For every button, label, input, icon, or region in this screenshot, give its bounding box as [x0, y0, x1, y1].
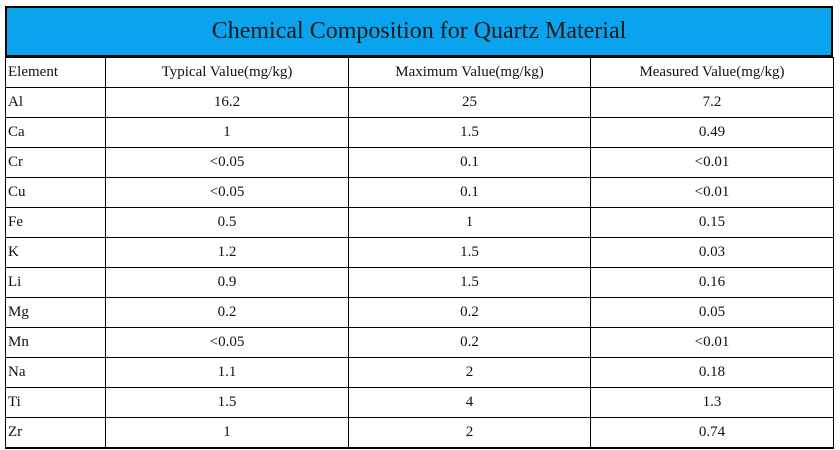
header-element: Element: [5, 57, 106, 88]
table-row: Fe 0.5 1 0.15: [5, 207, 834, 238]
cell-element: Mn: [5, 327, 106, 358]
table-row: Ti 1.5 4 1.3: [5, 387, 834, 418]
table-row: K 1.2 1.5 0.03: [5, 237, 834, 268]
cell-typical: 0.9: [105, 267, 349, 298]
cell-measured: <0.01: [590, 327, 834, 358]
table-row: Cr <0.05 0.1 <0.01: [5, 147, 834, 178]
cell-measured: 0.16: [590, 267, 834, 298]
cell-typical: 0.5: [105, 207, 349, 238]
composition-table: Element Typical Value(mg/kg) Maximum Val…: [5, 57, 834, 449]
table-row: Mn <0.05 0.2 <0.01: [5, 327, 834, 358]
cell-element: Cr: [5, 147, 106, 178]
cell-typical: 1: [105, 117, 349, 148]
cell-typical: 1.5: [105, 387, 349, 418]
cell-measured: 0.74: [590, 417, 834, 449]
cell-typical: 1.1: [105, 357, 349, 388]
cell-maximum: 0.1: [348, 177, 591, 208]
cell-measured: <0.01: [590, 147, 834, 178]
cell-element: Zr: [5, 417, 106, 449]
cell-maximum: 2: [348, 417, 591, 449]
cell-maximum: 1.5: [348, 237, 591, 268]
cell-element: Al: [5, 87, 106, 118]
cell-measured: 0.15: [590, 207, 834, 238]
cell-typical: <0.05: [105, 147, 349, 178]
cell-element: Mg: [5, 297, 106, 328]
cell-maximum: 1.5: [348, 117, 591, 148]
cell-measured: 0.05: [590, 297, 834, 328]
cell-maximum: 1: [348, 207, 591, 238]
cell-element: Ti: [5, 387, 106, 418]
cell-measured: 7.2: [590, 87, 834, 118]
table-row: Na 1.1 2 0.18: [5, 357, 834, 388]
cell-element: Fe: [5, 207, 106, 238]
cell-element: K: [5, 237, 106, 268]
cell-maximum: 2: [348, 357, 591, 388]
table-row: Ca 1 1.5 0.49: [5, 117, 834, 148]
cell-typical: <0.05: [105, 327, 349, 358]
cell-typical: 16.2: [105, 87, 349, 118]
cell-typical: 0.2: [105, 297, 349, 328]
table-row: Zr 1 2 0.74: [5, 417, 834, 449]
cell-maximum: 4: [348, 387, 591, 418]
header-maximum: Maximum Value(mg/kg): [348, 57, 591, 88]
composition-table-container: Chemical Composition for Quartz Material…: [5, 6, 834, 449]
header-row: Element Typical Value(mg/kg) Maximum Val…: [5, 57, 834, 88]
cell-maximum: 0.2: [348, 327, 591, 358]
cell-maximum: 1.5: [348, 267, 591, 298]
cell-measured: <0.01: [590, 177, 834, 208]
cell-typical: <0.05: [105, 177, 349, 208]
cell-element: Na: [5, 357, 106, 388]
cell-maximum: 25: [348, 87, 591, 118]
cell-measured: 0.18: [590, 357, 834, 388]
cell-typical: 1.2: [105, 237, 349, 268]
cell-measured: 0.49: [590, 117, 834, 148]
header-measured: Measured Value(mg/kg): [590, 57, 834, 88]
cell-element: Ca: [5, 117, 106, 148]
table-row: Li 0.9 1.5 0.16: [5, 267, 834, 298]
cell-element: Li: [5, 267, 106, 298]
cell-maximum: 0.2: [348, 297, 591, 328]
cell-typical: 1: [105, 417, 349, 449]
table-row: Mg 0.2 0.2 0.05: [5, 297, 834, 328]
cell-maximum: 0.1: [348, 147, 591, 178]
cell-measured: 0.03: [590, 237, 834, 268]
header-typical: Typical Value(mg/kg): [105, 57, 349, 88]
cell-element: Cu: [5, 177, 106, 208]
table-row: Cu <0.05 0.1 <0.01: [5, 177, 834, 208]
table-title: Chemical Composition for Quartz Material: [5, 6, 833, 57]
cell-measured: 1.3: [590, 387, 834, 418]
table-row: Al 16.2 25 7.2: [5, 87, 834, 118]
